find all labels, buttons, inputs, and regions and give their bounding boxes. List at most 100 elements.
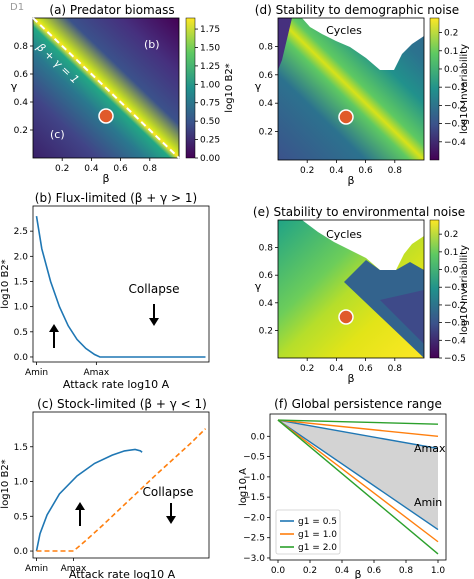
x-tick-label: 0.6: [367, 566, 382, 576]
panel-c-ylabel: log10 B2*: [0, 459, 11, 508]
colorbar-tick-label: 1.25: [200, 62, 220, 72]
colorbar-a-label: log10 B2*: [224, 63, 235, 112]
series-line-0: [35, 448, 143, 552]
y-tick-label: 0.8: [259, 244, 274, 254]
x-tick-label: Amin: [25, 368, 48, 378]
amin-label: Amin: [414, 496, 442, 509]
panel-e-title: (e) Stability to environmental noise: [253, 205, 465, 219]
colorbar-tick-label: −0.2: [444, 101, 466, 111]
y-tick-label: 1.5: [14, 443, 28, 453]
axes-a: 0.2 0.4 0.6 0.8 0.2 0.4 0.6 0.8: [14, 42, 158, 174]
colorbar-tick-label: −0.2: [444, 301, 466, 311]
y-tick-label: −1.0: [243, 473, 265, 483]
colorbar-tick-label: 1.75: [200, 25, 220, 35]
y-tick-label: 1.0: [14, 303, 29, 313]
colorbar-tick-label: 0.25: [200, 136, 220, 146]
panel-d-ylabel: γ: [255, 80, 262, 93]
y-tick-label: 0.5: [14, 512, 28, 522]
x-tick-label: 0.4: [329, 166, 344, 176]
amin-line-2: [277, 419, 439, 555]
y-tick-label: 1.5: [14, 277, 28, 287]
x-tick-label: Amax: [83, 368, 109, 378]
colorbar-tick-label: 0.1: [444, 47, 458, 57]
panel-a-ylabel: γ: [11, 80, 18, 93]
colorbar-tick-label: 0.0: [444, 266, 459, 276]
y-tick-label: 0.6: [14, 70, 29, 80]
y-tick-label: 0.4: [259, 299, 274, 309]
colorbar-a: [185, 17, 196, 159]
colorbar-tick-label: −0.1: [444, 83, 466, 93]
lines-c: [35, 428, 207, 552]
panel-f-ylabel: log10 A: [238, 468, 249, 506]
panel-b: (b) Flux-limited (β + γ > 1) Amin Amax 0.0…: [0, 191, 210, 391]
operating-point-marker: [98, 108, 114, 124]
x-tick-label: 0.6: [113, 164, 128, 174]
panel-d: (d) Stability to demographic noise Cycle…: [255, 3, 470, 187]
operating-point-marker-d: [338, 109, 354, 125]
region-upper-label: (b): [144, 38, 160, 51]
x-tick-label: 0.8: [399, 566, 414, 576]
x-tick-label: 0.4: [84, 164, 99, 174]
y-tick-label: −2.0: [243, 513, 265, 523]
dark-corner-d: [278, 18, 292, 70]
x-tick-label: Amin: [25, 564, 48, 574]
collapse-label-c: Collapse: [143, 485, 194, 499]
colorbar-tick-label: 0.2: [444, 230, 458, 240]
panel-b-xlabel: Attack rate log10 A: [63, 378, 170, 391]
up-arrow-c: [75, 502, 85, 526]
dark-wedge-e-inner: [380, 290, 424, 344]
panel-a-title: (a) Predator biomass: [49, 3, 174, 17]
x-tick-label: 0.8: [388, 166, 403, 176]
colorbar-e: [429, 219, 440, 359]
colorbar-tick-label: 0.00: [200, 154, 220, 164]
colorbar-tick-label: 0.1: [444, 248, 458, 258]
panel-b-ylabel: log10 B2*: [0, 259, 11, 308]
operating-point-marker-e: [338, 309, 354, 325]
x-tick-label: Amax: [61, 564, 87, 574]
colorbar-d-ticks: −0.4 −0.3 −0.2 −0.1 0.0 0.1 0.2: [439, 29, 466, 148]
panel-d-xlabel: β: [347, 174, 354, 187]
region-lower-label: (c): [50, 128, 65, 141]
legend-label: g1 = 0.5: [298, 517, 337, 527]
colorbar-tick-label: −0.3: [444, 120, 466, 130]
panel-f-title: (f) Global persistence range: [274, 397, 442, 411]
y-tick-label: 0.0: [14, 547, 29, 557]
legend-f: g1 = 0.5 g1 = 1.0 g1 = 2.0: [275, 509, 341, 555]
panel-f: (f) Global persistence range 0.0 0.2 0.4 0.…: [238, 397, 447, 579]
x-tick-label: 0.4: [329, 364, 344, 374]
panel-c-title: (c) Stock-limited (β + γ < 1): [37, 397, 207, 411]
colorbar-tick-label: 1.50: [200, 43, 220, 53]
panel-a-xlabel: β: [102, 172, 109, 185]
colorbar-tick-label: 0.50: [200, 117, 220, 127]
colorbar-tick-label: 0.0: [444, 65, 459, 75]
y-tick-label: 0.4: [259, 99, 274, 109]
x-tick-label: 0.0: [271, 566, 286, 576]
colorbar-tick-label: −0.3: [444, 319, 466, 329]
panel-e-ylabel: γ: [255, 280, 262, 293]
x-tick-label: 0.8: [388, 364, 403, 374]
colorbar-d-label: log10 Invariability: [459, 44, 470, 134]
boundary-line: [32, 17, 180, 159]
y-tick-label: 0.8: [14, 42, 29, 52]
colorbar-tick-label: 0.75: [200, 99, 220, 109]
amax-label: Amax: [414, 442, 446, 455]
axes-b: Amin Amax 0.0 0.5 1.0 1.5 2.0 2.5: [14, 227, 110, 378]
cycles-region-e: [302, 220, 424, 270]
x-tick-label: 0.6: [358, 166, 373, 176]
y-tick-label: 0.0: [251, 432, 266, 442]
y-tick-label: 0.2: [14, 126, 28, 136]
colorbar-e-ticks: −0.5 −0.4 −0.3 −0.2 −0.1 0.0 0.1 0.2: [439, 230, 466, 364]
y-tick-label: 1.0: [14, 478, 29, 488]
x-tick-label: 0.4: [335, 566, 350, 576]
y-tick-label: 2.5: [14, 227, 28, 237]
x-tick-label: 0.6: [358, 364, 373, 374]
y-tick-label: −0.5: [243, 453, 265, 463]
cycles-label-e: Cycles: [326, 228, 362, 241]
cycles-region-d: [302, 18, 424, 70]
y-tick-label: 0.6: [259, 71, 274, 81]
up-arrow-b: [49, 324, 59, 348]
y-tick-label: 0.5: [14, 328, 28, 338]
colorbar-tick-label: −0.1: [444, 283, 466, 293]
y-tick-label: 0.4: [14, 98, 29, 108]
